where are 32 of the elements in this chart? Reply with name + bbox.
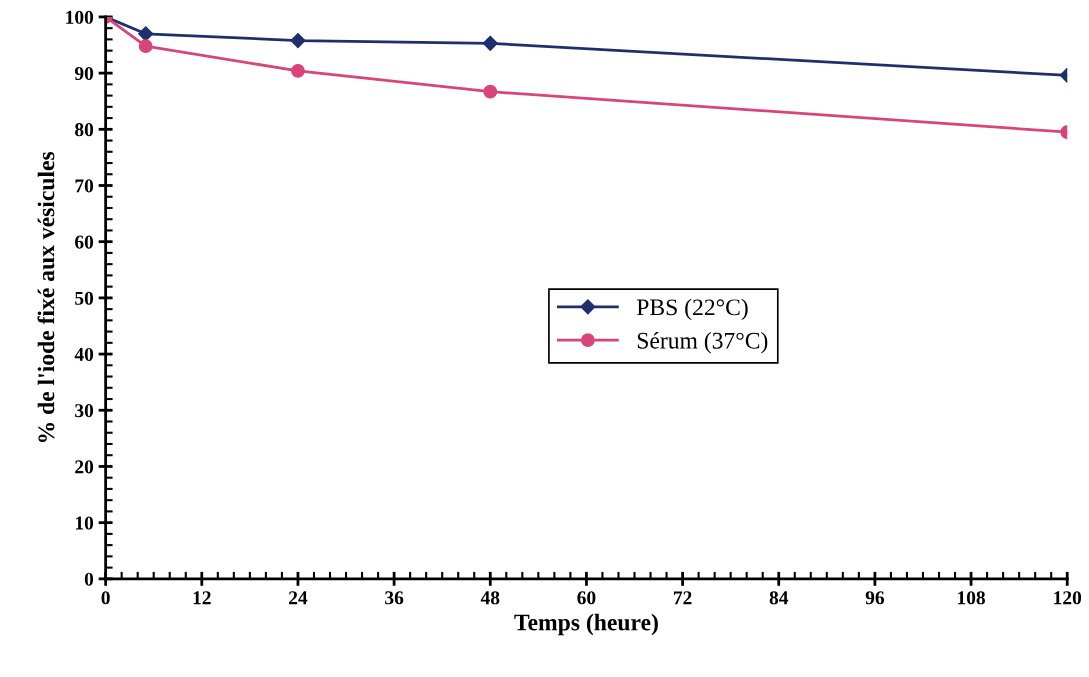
legend-label: Sérum (37°C)	[637, 331, 768, 354]
point	[290, 32, 306, 49]
point	[483, 84, 498, 99]
x-tick-label: 48	[480, 591, 500, 605]
y-tick-label: 60	[75, 235, 94, 249]
y-tick-label: 100	[66, 10, 94, 24]
x-tick-label: 108	[958, 591, 985, 605]
x-tick-label: 84	[769, 591, 789, 605]
y-tick-label: 10	[75, 516, 94, 530]
y-tick-label: 80	[75, 123, 94, 137]
y-tick-label: 30	[75, 404, 94, 418]
x-tick-label: 120	[1054, 591, 1082, 605]
x-tick-label: 24	[289, 591, 308, 605]
point	[291, 63, 305, 78]
y-axis-title: % de l'iode fixé aux vésicules	[37, 151, 55, 443]
point	[138, 26, 154, 42]
y-tick-label: 50	[75, 291, 94, 305]
x-tick-label: 96	[865, 591, 885, 605]
y-tick-label: 40	[74, 347, 94, 362]
y-tick-label: 70	[75, 179, 94, 193]
point	[138, 39, 153, 54]
legend-label: PBS (22°C)	[636, 298, 748, 321]
x-tick-label: 72	[673, 591, 692, 605]
y-tick-label: 0	[84, 572, 94, 586]
x-tick-label: 0	[101, 591, 110, 605]
x-tick-label: 36	[385, 591, 404, 605]
x-axis-title: Temps (heure)	[514, 613, 658, 636]
x-tick-label: 60	[577, 591, 596, 605]
point	[482, 35, 498, 51]
y-tick-label: 90	[74, 66, 94, 81]
y-tick-label: 20	[75, 460, 94, 474]
x-tick-label: 12	[193, 591, 211, 605]
